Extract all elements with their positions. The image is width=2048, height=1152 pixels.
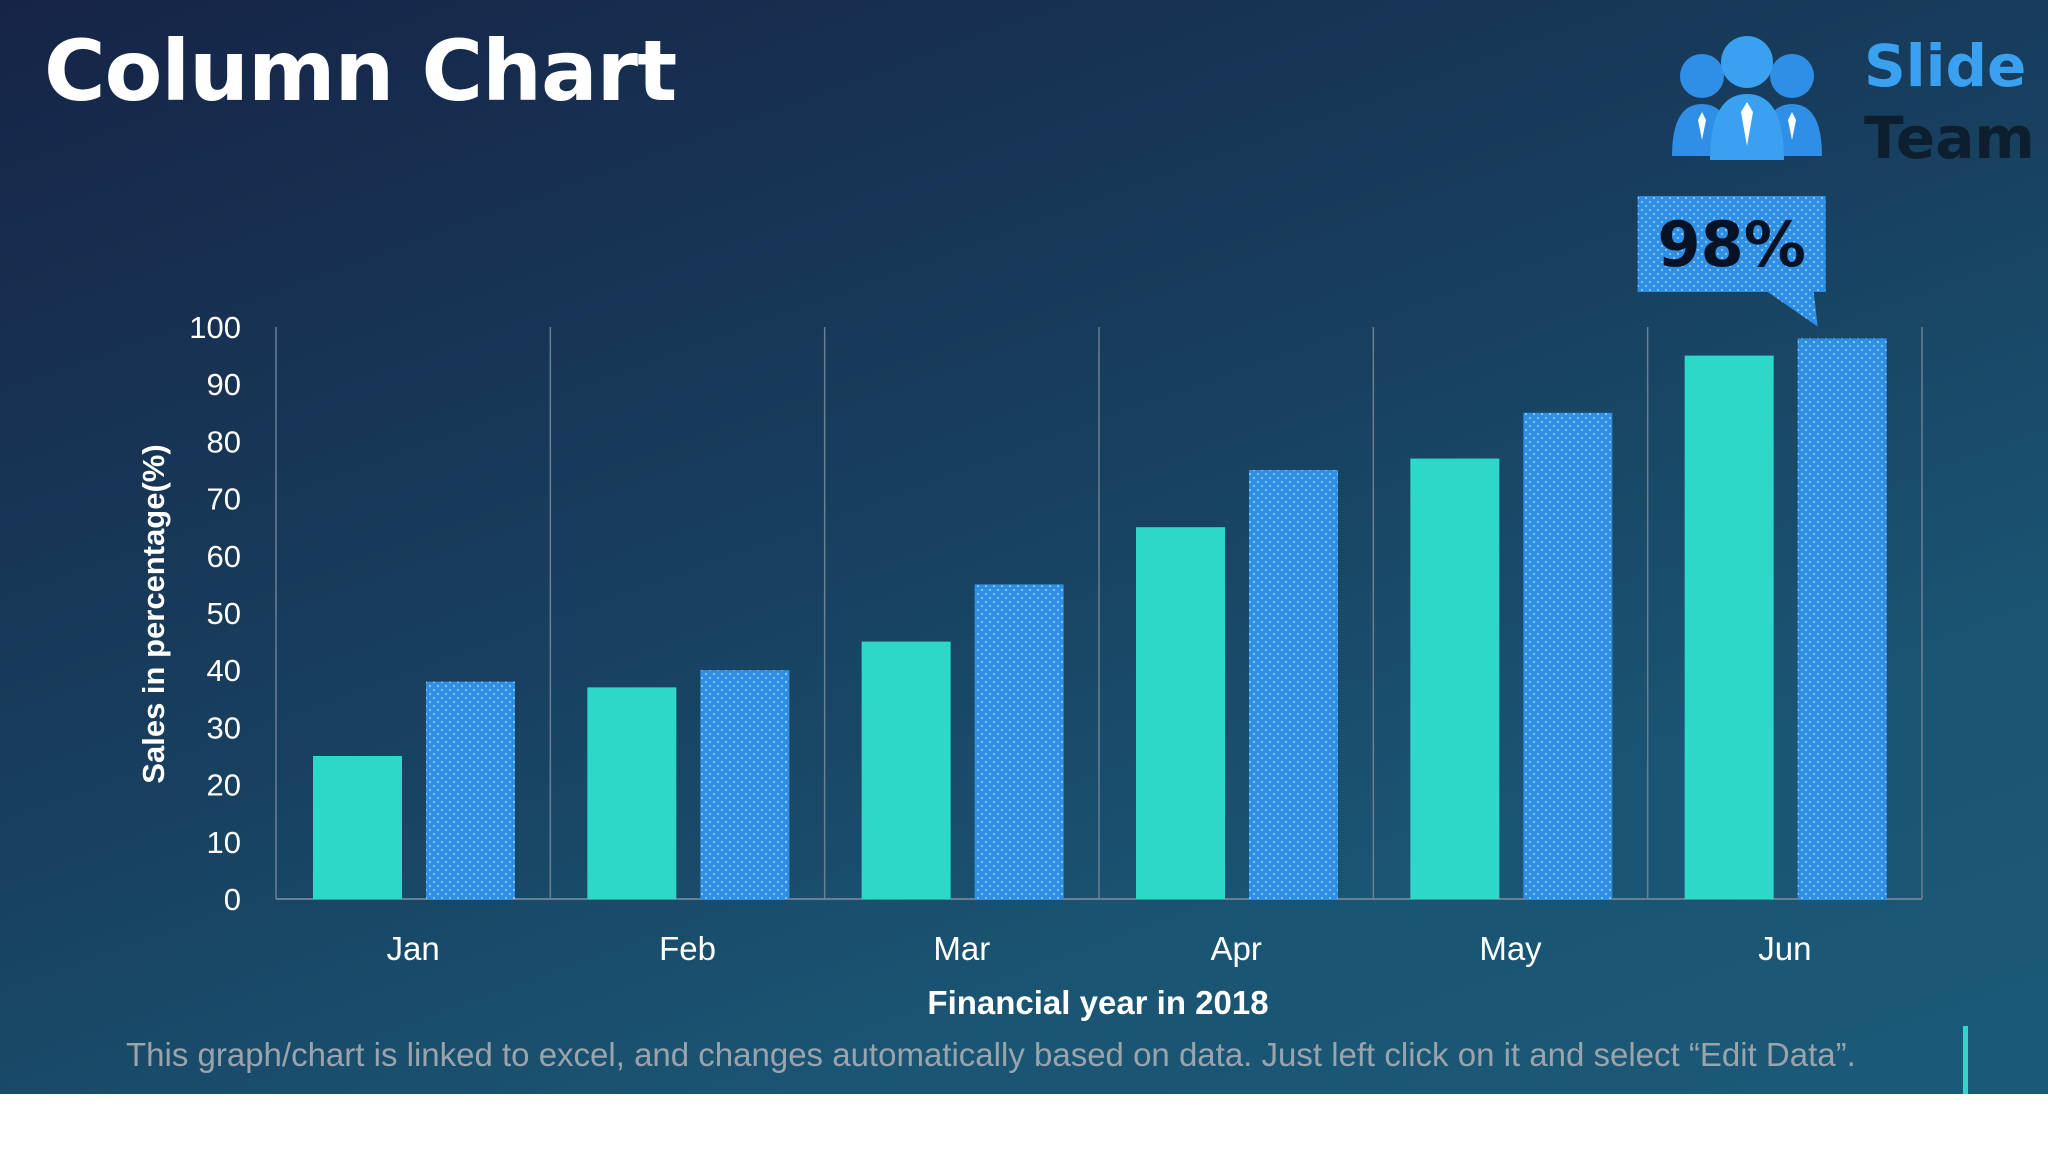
- x-axis-categories: Jan Feb Mar Apr May Jun: [387, 930, 1812, 967]
- y-tick-label: 50: [207, 596, 241, 631]
- bar-jan-series-2: [426, 681, 515, 899]
- y-axis-ticks: 0 10 20 30 40 50 60 70 80 90 100: [189, 310, 241, 917]
- y-axis-label: Sales in percentage(%): [136, 444, 171, 783]
- bar-mar-series-2: [974, 584, 1064, 899]
- y-tick-label: 80: [207, 424, 241, 459]
- y-tick-label: 40: [207, 653, 241, 688]
- slide: Column Chart Slide Team: [0, 0, 2048, 1094]
- accent-bar: [1963, 1026, 1968, 1094]
- x-axis-label: Financial year in 2018: [927, 984, 1268, 1021]
- slide-title: Column Chart: [44, 22, 677, 120]
- y-tick-label: 10: [207, 825, 241, 860]
- y-tick-label: 100: [189, 310, 241, 345]
- peak-value-callout: 98%: [1637, 196, 1826, 327]
- y-tick-label: 20: [207, 768, 241, 803]
- logo-text-slide: Slide: [1864, 32, 2027, 100]
- bar-mar-series-1: [861, 641, 951, 899]
- bar-jun-series-2: [1797, 338, 1887, 899]
- y-tick-label: 70: [207, 482, 241, 517]
- x-tick-label: Mar: [933, 930, 990, 967]
- footnote: This graph/chart is linked to excel, and…: [126, 1036, 1856, 1073]
- y-tick-label: 60: [207, 539, 241, 574]
- x-tick-label: Apr: [1210, 930, 1261, 967]
- y-tick-label: 0: [224, 882, 241, 917]
- y-tick-label: 30: [207, 710, 241, 745]
- bar-jun-series-1: [1684, 355, 1774, 900]
- column-chart: 0 10 20 30 40 50 60 70 80 90 100 Jan Feb Mar Apr May Ju…: [136, 196, 1923, 1021]
- logo-text-team: Team: [1864, 104, 2035, 172]
- x-tick-label: May: [1479, 930, 1542, 967]
- bar-may-series-1: [1410, 458, 1500, 899]
- bar-jan-series-1: [313, 756, 402, 899]
- x-tick-label: Jun: [1758, 930, 1811, 967]
- people-group-icon: [1672, 36, 1822, 160]
- callout-label: 98%: [1657, 208, 1805, 281]
- x-tick-label: Feb: [659, 930, 716, 967]
- bar-may-series-2: [1523, 412, 1613, 899]
- x-tick-label: Jan: [387, 930, 440, 967]
- y-tick-label: 90: [207, 367, 241, 402]
- chart-grid: [275, 327, 1923, 900]
- chart-bars: [313, 338, 1887, 900]
- bar-feb-series-2: [700, 670, 790, 899]
- bar-apr-series-1: [1136, 527, 1225, 899]
- bar-apr-series-2: [1249, 470, 1338, 899]
- slideteam-logo: Slide Team: [1664, 28, 2035, 172]
- bar-feb-series-1: [587, 687, 677, 899]
